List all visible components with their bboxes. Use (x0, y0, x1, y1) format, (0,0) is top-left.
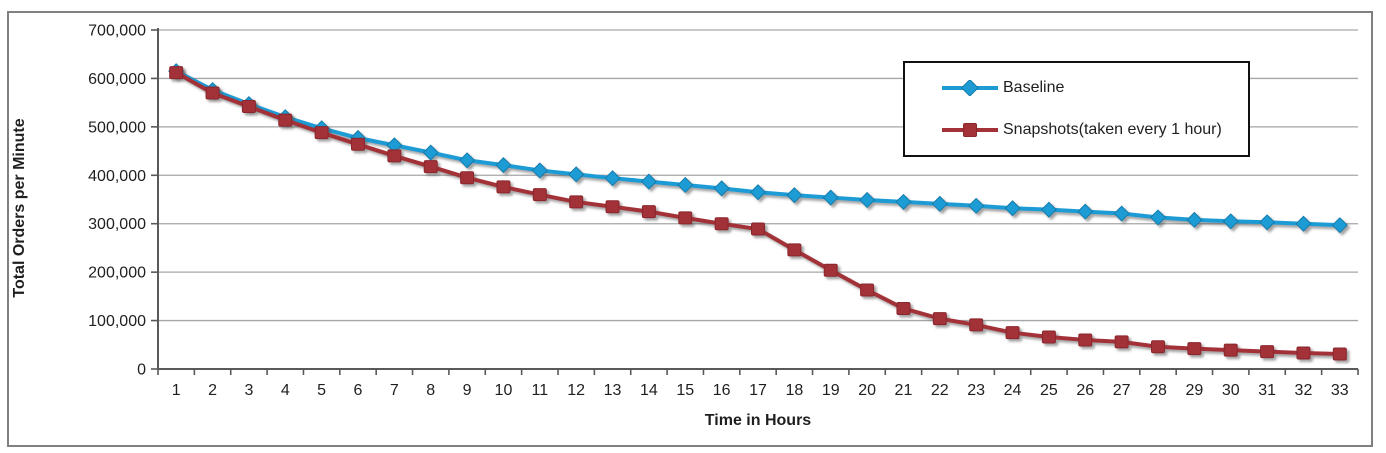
x-tick-label: 12 (567, 382, 585, 399)
y-tick-label: 0 (137, 362, 146, 379)
baseline-series-swatch (942, 80, 998, 96)
x-tick-label: 27 (1113, 382, 1131, 399)
x-tick-label: 21 (895, 382, 913, 399)
legend-item-baseline: Baseline (905, 79, 1248, 97)
x-tick-label: 4 (281, 382, 290, 399)
x-tick-label: 6 (354, 382, 363, 399)
x-tick-label: 11 (532, 382, 549, 399)
y-tick-label: 700,000 (88, 23, 146, 40)
y-tick-label: 100,000 (88, 313, 146, 330)
x-tick-label: 30 (1222, 382, 1240, 399)
y-tick-label: 300,000 (88, 216, 146, 233)
x-tick-label: 22 (931, 382, 949, 399)
x-tick-label: 23 (967, 382, 985, 399)
chart-legend: Baseline Snapshots(taken every 1 hour) (903, 61, 1250, 157)
legend-label-baseline: Baseline (1003, 79, 1065, 96)
x-tick-label: 26 (1076, 382, 1094, 399)
x-tick-label: 5 (317, 382, 326, 399)
series-snapshots (169, 66, 1347, 361)
y-tick-label: 600,000 (88, 71, 146, 88)
snapshots-series-swatch (942, 123, 998, 137)
legend-label-snapshots: Snapshots(taken every 1 hour) (1003, 121, 1222, 138)
y-axis-title: Total Orders per Minute (11, 118, 28, 298)
x-tick-label: 9 (463, 382, 472, 399)
x-tick-label: 32 (1295, 382, 1313, 399)
legend-item-snapshots: Snapshots(taken every 1 hour) (905, 121, 1248, 139)
chart-frame (7, 11, 1373, 447)
x-tick-label: 13 (604, 382, 622, 399)
x-tick-label: 19 (822, 382, 840, 399)
x-tick-label: 29 (1185, 382, 1203, 399)
x-tick-label: 2 (208, 382, 217, 399)
x-tick-label: 33 (1331, 382, 1349, 399)
x-tick-label: 18 (785, 382, 803, 399)
x-tick-label: 16 (713, 382, 731, 399)
x-tick-label: 14 (640, 382, 658, 399)
y-tick-label: 500,000 (88, 119, 146, 136)
y-tick-label: 400,000 (88, 168, 146, 185)
y-tick-label: 200,000 (88, 265, 146, 282)
x-tick-label: 15 (676, 382, 694, 399)
x-tick-label: 1 (172, 382, 181, 399)
x-tick-label: 20 (858, 382, 876, 399)
x-tick-label: 25 (1040, 382, 1058, 399)
x-tick-label: 7 (390, 382, 399, 399)
x-tick-label: 28 (1149, 382, 1167, 399)
x-tick-label: 3 (244, 382, 253, 399)
x-tick-label: 10 (495, 382, 513, 399)
x-tick-label: 31 (1258, 382, 1276, 399)
x-axis-title: Time in Hours (704, 412, 812, 429)
x-tick-label: 17 (749, 382, 767, 399)
x-tick-label: 8 (426, 382, 435, 399)
x-tick-label: 24 (1004, 382, 1022, 399)
